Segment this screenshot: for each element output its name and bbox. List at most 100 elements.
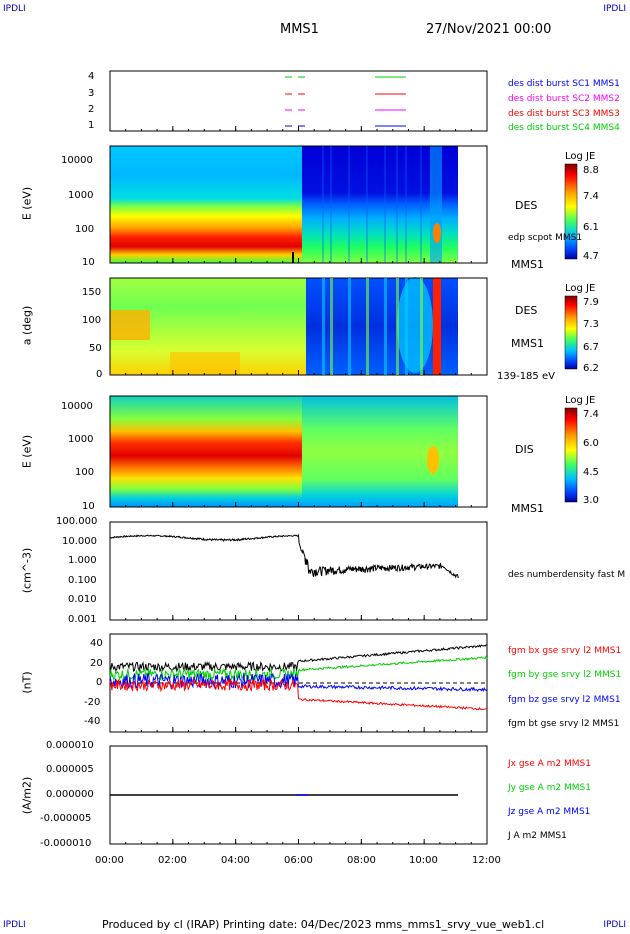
field-ytick-20: 20 [90,658,103,669]
footer-corner-left: IPDLI [3,920,26,930]
des-energy-hotspot [433,223,441,243]
current-ytick-4: -0.000010 [40,838,92,849]
density-trace [109,533,459,579]
legend-jy: Jy gse A m2 MMS1 [508,783,591,793]
avail-ytick-3: 3 [88,88,95,99]
des-pitch-arc [397,277,433,373]
ylabel-dis-energy: E (eV) [20,434,34,469]
des-energy-fill-a [110,146,302,263]
des-energy-streak-7 [420,146,422,263]
legend-mms4: des dist burst SC4 MMS4 [508,123,620,133]
legend-bz: fgm bz gse srvy l2 MMS1 [508,695,621,705]
des-pitch-streak-6 [405,278,408,375]
ylabel-des-energy: E (eV) [20,186,34,221]
cbar2-tick-1: 7.3 [583,319,599,330]
corner-label-left: IPDLI [3,4,26,14]
des-energy-ytick-10: 10 [82,257,95,268]
cbar3-tick-2: 4.5 [583,467,599,478]
des-pitch-streak-7 [420,278,423,375]
dis-energy-sc-label: MMS1 [511,502,544,515]
pitch-ytick-150: 150 [82,287,102,298]
legend-bx: fgm bx gse srvy l2 MMS1 [508,646,622,656]
cbar3-tick-0: 7.4 [583,409,599,420]
bx-trace [109,678,488,711]
ylabel-density: (cm^-3) [20,547,34,594]
density-ytick-1: 1.000 [68,555,97,566]
des-pitch-panel [109,277,488,376]
current-ytick-0: 0.000010 [46,740,94,751]
legend-j: J A m2 MMS1 [508,831,567,841]
cbar2-tick-2: 6.7 [583,342,599,353]
date-title: 27/Nov/2021 00:00 [426,22,552,37]
avail-ytick-4: 4 [88,71,95,82]
bt-trace [109,644,488,673]
des-energy-label: DES [515,199,538,212]
xtick-0400: 04:00 [221,855,250,866]
pitch-ytick-0: 0 [96,369,103,380]
des-pitch-streak-0 [322,278,325,375]
current-ytick-1: 0.000005 [46,764,94,775]
des-energy-ytick-100: 100 [75,224,95,235]
cbar2-tick-0: 7.9 [583,297,599,308]
cbar2-title: Log JE [565,283,596,294]
colorbar-dis-energy [564,407,578,503]
dis-energy-hotspot [427,446,439,474]
legend-mms2: des dist burst SC2 MMS2 [508,94,620,104]
cbar1-tick-1: 7.4 [583,191,599,202]
legend-jz: Jz gse A m2 MMS1 [508,807,591,817]
legend-mms1: des dist burst SC1 MMS1 [508,79,620,89]
avail-ytick-1: 1 [88,120,95,131]
density-ytick-0.1: 0.100 [68,575,97,586]
dis-energy-label: DIS [515,443,534,456]
footer-corner-right: IPDLI [603,920,626,930]
des-energy-scpot-label: edp scpot MMS1 [508,233,583,243]
des-pitch-band [433,278,441,375]
avail-ytick-2: 2 [88,104,95,115]
des-energy-streak-2 [348,146,350,263]
colorbar-des-energy [564,163,578,260]
xtick-0200: 02:00 [158,855,187,866]
cbar1-tick-0: 8.8 [583,165,599,176]
des-pitch-streak-5 [396,278,399,375]
field-ytick-40: 40 [90,638,103,649]
ylabel-current: (A/m2) [20,776,34,815]
density-legend: des numberdensity fast M [508,570,626,580]
field-panel [109,633,488,733]
xtick-0800: 08:00 [347,855,376,866]
density-ytick-100: 100.000 [56,516,98,527]
legend-mms3: des dist burst SC3 MMS3 [508,109,620,119]
des-pitch-patch-a [110,310,150,340]
availability-frame [109,70,488,132]
des-energy-streak-1 [330,146,332,263]
ylabel-des-pitch: a (deg) [20,305,34,346]
ylabel-field: (nT) [20,671,34,694]
des-pitch-patch-b [170,352,240,375]
pitch-ytick-50: 50 [89,343,102,354]
des-pitch-streak-1 [330,278,333,375]
des-energy-panel [109,145,488,264]
colorbar-des-pitch [564,295,578,370]
by-trace [109,655,488,682]
des-energy-sc-label: MMS1 [511,258,544,271]
spacecraft-title: MMS1 [280,22,319,37]
legend-by: fgm by gse srvy l2 MMS1 [508,670,622,680]
field-ytick-0: 0 [96,677,103,688]
current-ytick-2: 0.000000 [46,789,94,800]
field-ytick-minus20: -20 [84,697,101,708]
density-ytick-0.01: 0.010 [68,594,97,605]
des-energy-band [430,146,442,263]
cbar2-tick-3: 6.2 [583,363,599,374]
density-panel [109,521,488,621]
dis-energy-panel [109,395,488,508]
des-pitch-sc-label: MMS1 [511,337,544,350]
des-energy-streak-3 [366,146,368,263]
des-pitch-streak-4 [384,278,387,375]
xtick-1000: 10:00 [409,855,438,866]
dis-energy-ytick-1000: 1000 [68,434,94,445]
xtick-0600: 06:00 [284,855,313,866]
des-pitch-energy-range: 139-185 eV [497,371,555,382]
field-ytick-minus40: -40 [84,716,101,727]
current-ytick-3: -0.000005 [40,813,92,824]
current-panel [109,745,488,845]
des-pitch-label: DES [515,304,538,317]
